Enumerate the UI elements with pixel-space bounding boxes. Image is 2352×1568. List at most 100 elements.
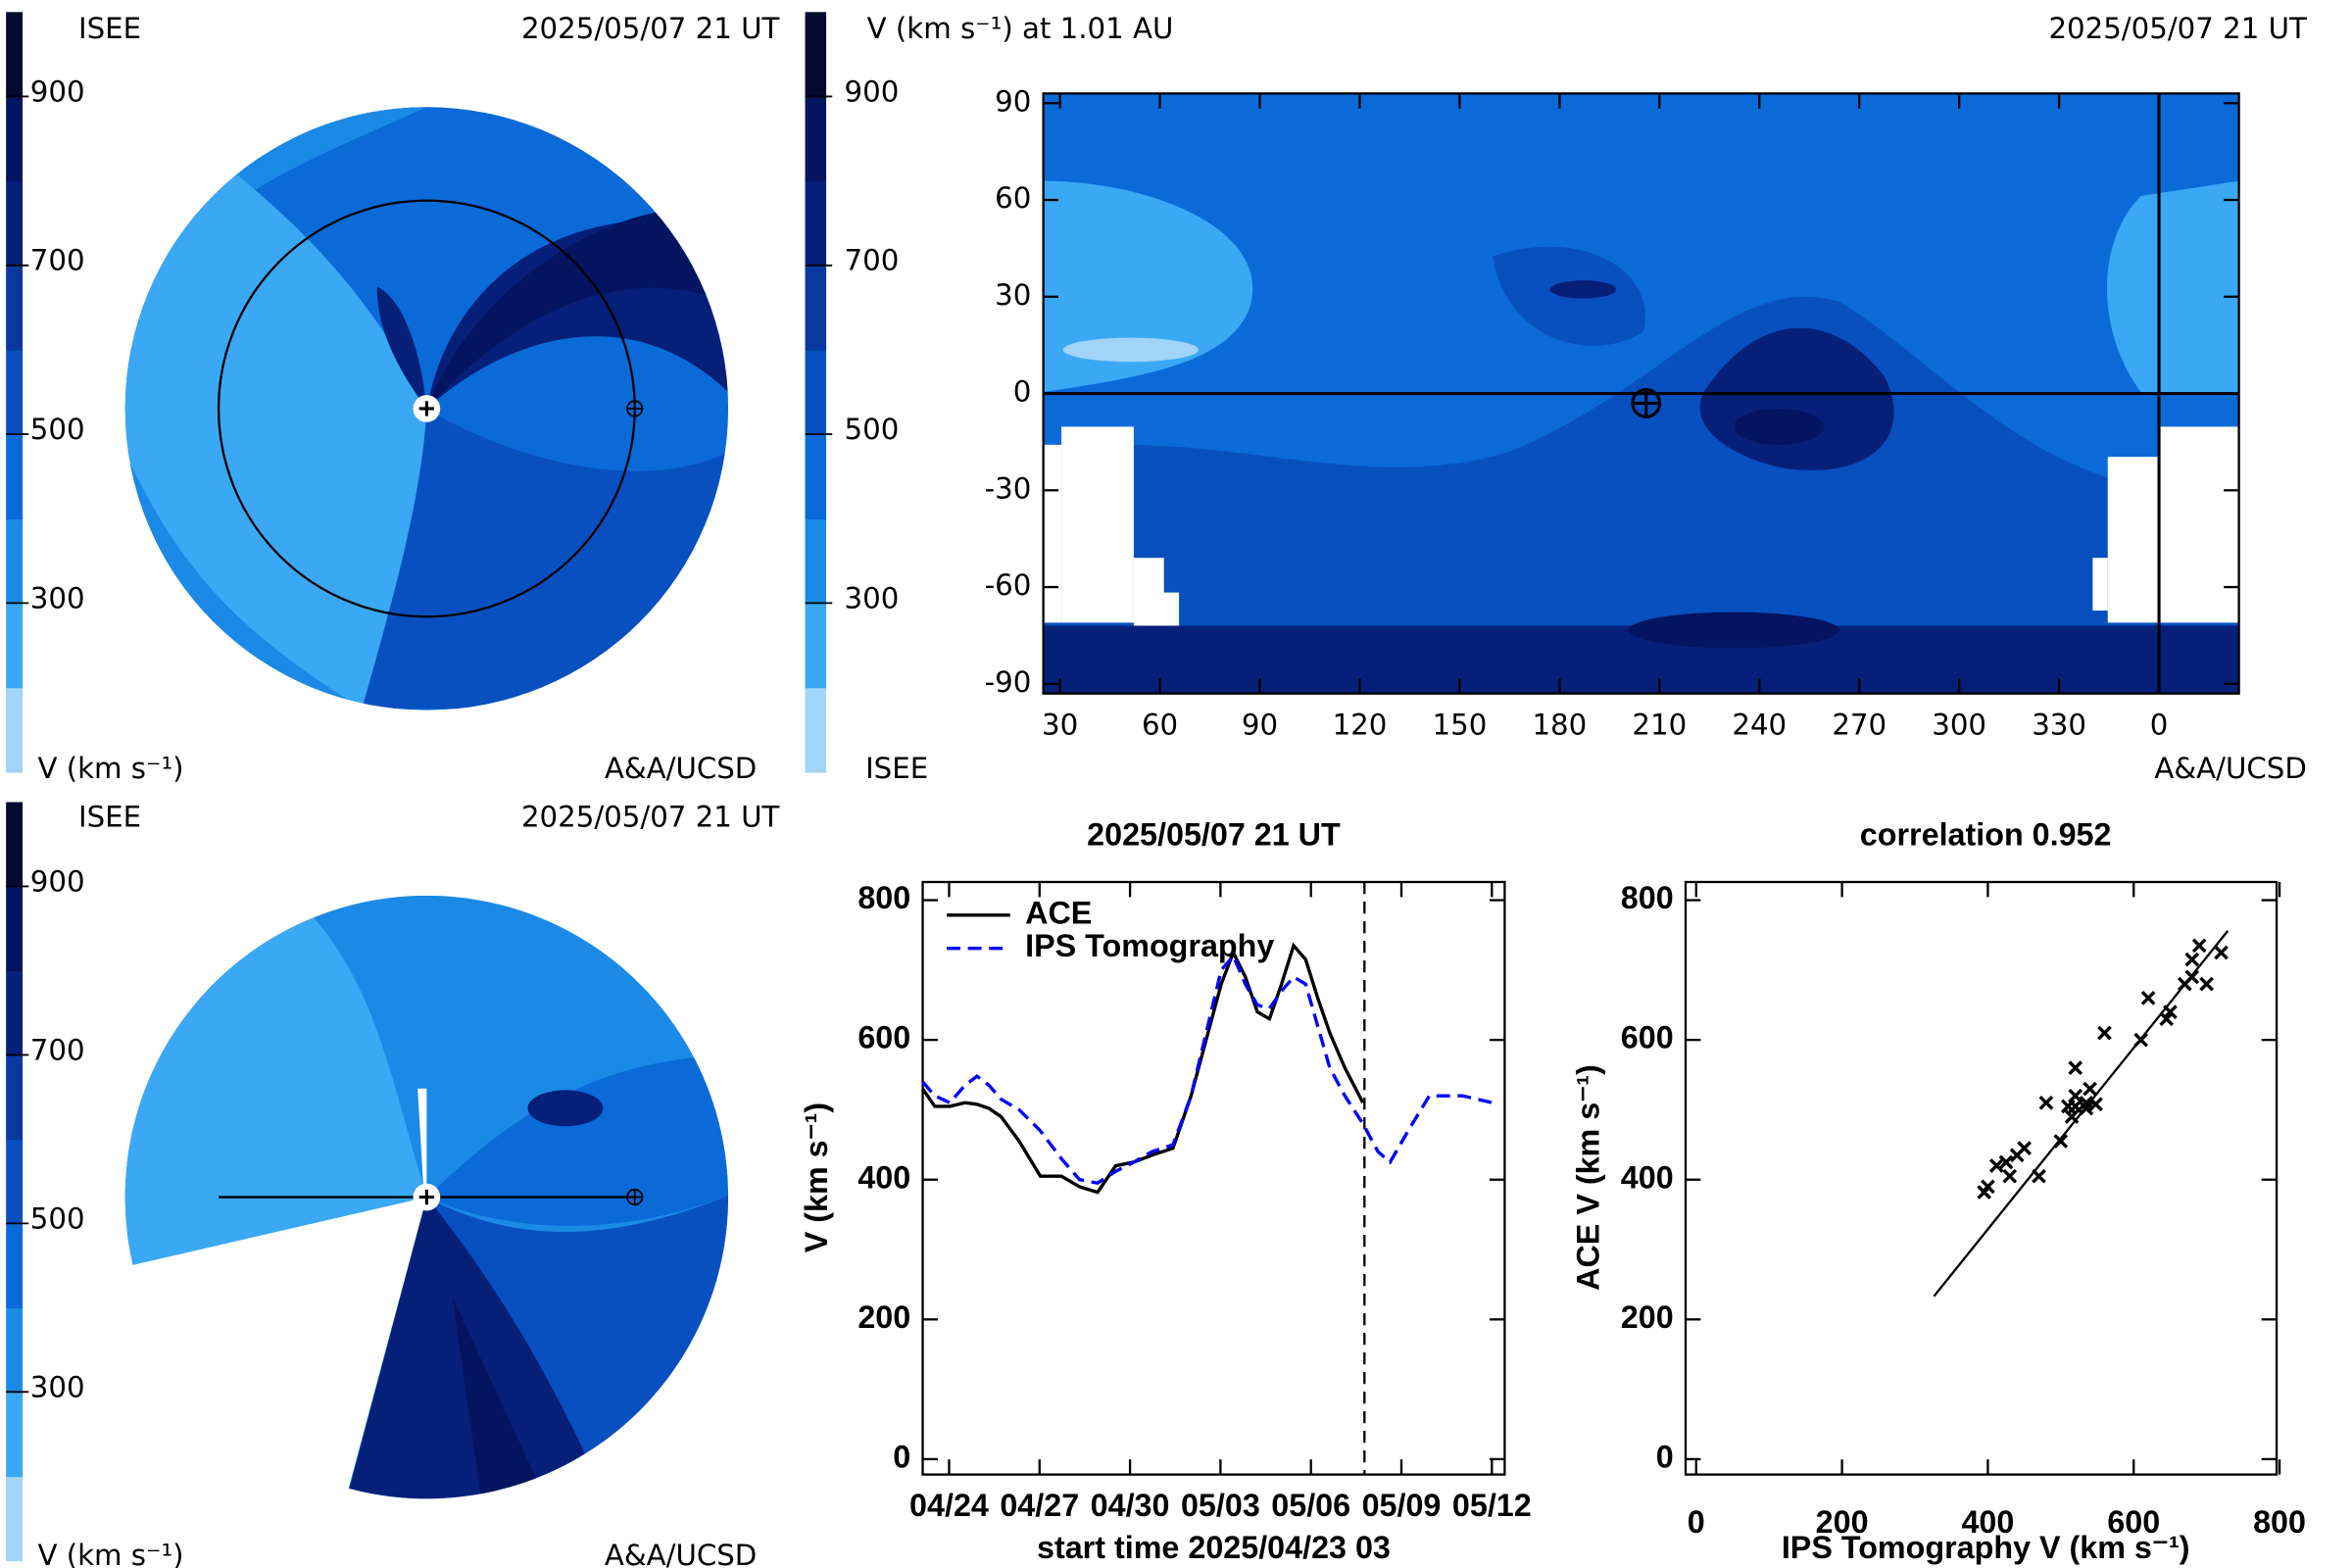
- scatter-point: [2038, 1095, 2054, 1110]
- scatter-point: [2097, 1025, 2112, 1041]
- credit: A&A/UCSD: [605, 1539, 757, 1568]
- x-tick-label: 330: [2032, 709, 2086, 742]
- y-tick-label: 0: [1013, 375, 1032, 409]
- colorbar-tick-label: 300: [845, 581, 900, 614]
- colorbar-label: V (km s⁻¹): [37, 1539, 183, 1568]
- x-tick-label: 04/27: [1000, 1488, 1079, 1523]
- panel-label: ISEE: [865, 752, 928, 785]
- credit: A&A/UCSD: [2154, 752, 2306, 785]
- colorbar-band: [6, 180, 24, 267]
- contour-region: [376, 286, 427, 409]
- colorbar-tick-label: 900: [30, 74, 85, 108]
- y-tick-label: 0: [893, 1439, 910, 1474]
- x-tick-label: 800: [2253, 1504, 2306, 1540]
- no-data: [417, 1088, 427, 1192]
- colorbar-band: [6, 886, 24, 972]
- chart-title: correlation 0.952: [1860, 816, 2112, 852]
- x-tick-label: 240: [1732, 709, 1787, 742]
- y-tick-label: 600: [858, 1020, 910, 1055]
- colorbar-tick-label: 900: [30, 864, 85, 898]
- scatter-point: [2053, 1134, 2069, 1149]
- scatter-point: [1998, 1154, 2014, 1170]
- x-tick-label: 05/03: [1181, 1488, 1260, 1523]
- colorbar-band: [6, 434, 24, 519]
- colorbar-band: [805, 96, 827, 182]
- contour-region: [1734, 408, 1825, 445]
- panel-label: ISEE: [78, 12, 141, 45]
- scatter-point: [2002, 1168, 2018, 1184]
- colorbar-band: [6, 802, 24, 888]
- scatter-point: [2082, 1081, 2097, 1097]
- x-tick-label: 0: [1688, 1504, 1705, 1540]
- x-axis-label: start time 2025/04/23 03: [1037, 1530, 1391, 1565]
- y-axis-label: ACE V (km s⁻¹): [1571, 1064, 1606, 1291]
- colorbar-tick-label: 300: [30, 581, 85, 614]
- x-tick-label: 180: [1532, 709, 1587, 742]
- colorbar-tick-label: 500: [30, 413, 85, 446]
- y-tick-label: 800: [858, 880, 910, 915]
- scatter-point: [2199, 976, 2214, 992]
- sun-cross: [418, 1189, 435, 1205]
- colorbar-tick-label: 700: [845, 244, 900, 277]
- colorbar-band: [6, 1139, 24, 1225]
- colorbar-band: [805, 687, 827, 773]
- contour-region: [1628, 612, 1839, 649]
- x-tick-label: 04/30: [1091, 1488, 1170, 1523]
- earth-cross: [627, 1189, 643, 1205]
- contour-region: [1043, 180, 1253, 392]
- y-tick-label: -90: [985, 665, 1032, 699]
- colorbar-tick-label: 700: [30, 1033, 85, 1066]
- x-axis-label: IPS Tomography V (km s⁻¹): [1782, 1530, 2190, 1565]
- y-tick-label: 90: [995, 84, 1031, 118]
- x-tick-label: 0: [2150, 709, 2169, 742]
- colorbar-tick-label: 700: [30, 244, 85, 277]
- scatter-point: [2017, 1141, 2032, 1155]
- contour-region: [527, 1090, 604, 1127]
- scatter-point: [2088, 1097, 2103, 1112]
- scatter-point: [2032, 1168, 2046, 1184]
- contour-region: [1062, 337, 1200, 363]
- scatter-point: [2079, 1101, 2094, 1116]
- panel-date: 2025/05/07 21 UT: [2048, 12, 2307, 45]
- no-data: [1043, 444, 1062, 623]
- legend-label: ACE: [1025, 895, 1092, 930]
- colorbar-band: [805, 12, 827, 98]
- contour-region: [426, 1054, 729, 1226]
- colorbar-band: [805, 180, 827, 267]
- colorbar-band: [6, 518, 24, 605]
- colorbar-band: [805, 518, 827, 605]
- colorbar-tick-label: 500: [30, 1201, 85, 1235]
- colorbar-band: [6, 1307, 24, 1394]
- no-data: [2159, 426, 2239, 623]
- scatter-point: [2163, 1004, 2178, 1019]
- y-tick-label: 400: [1621, 1159, 1674, 1195]
- y-tick-label: 0: [1656, 1439, 1674, 1474]
- colorbar-band: [805, 434, 827, 519]
- colorbar-band: [6, 349, 24, 435]
- colorbar-band: [6, 1392, 24, 1478]
- plot-frame: [921, 880, 1506, 1476]
- colorbar-band: [6, 687, 24, 773]
- y-tick-label: 200: [858, 1299, 910, 1335]
- y-tick-label: -60: [985, 568, 1032, 602]
- y-tick-label: 200: [1621, 1299, 1674, 1335]
- x-tick-label: 300: [1932, 709, 1986, 742]
- x-tick-label: 600: [2107, 1504, 2160, 1540]
- plot-frame: [1684, 880, 2278, 1476]
- panel-date: 2025/05/07 21 UT: [521, 12, 780, 45]
- x-tick-label: 05/09: [1362, 1488, 1442, 1523]
- colorbar-band: [805, 603, 827, 689]
- scatter-point: [2177, 976, 2192, 992]
- x-tick-label: 04/24: [909, 1488, 989, 1523]
- x-tick-label: 400: [1961, 1504, 2014, 1540]
- scatter-point: [1977, 1185, 1992, 1200]
- colorbar-band: [805, 265, 827, 351]
- y-axis-label: V (km s⁻¹): [799, 1102, 834, 1252]
- scatter-point: [2133, 1032, 2149, 1048]
- contour-region: [1043, 296, 2239, 694]
- x-tick-label: 90: [1242, 709, 1278, 742]
- earth-cross: [627, 401, 643, 416]
- legend-label: IPS Tomography: [1025, 928, 1274, 963]
- x-tick-label: 120: [1333, 709, 1388, 742]
